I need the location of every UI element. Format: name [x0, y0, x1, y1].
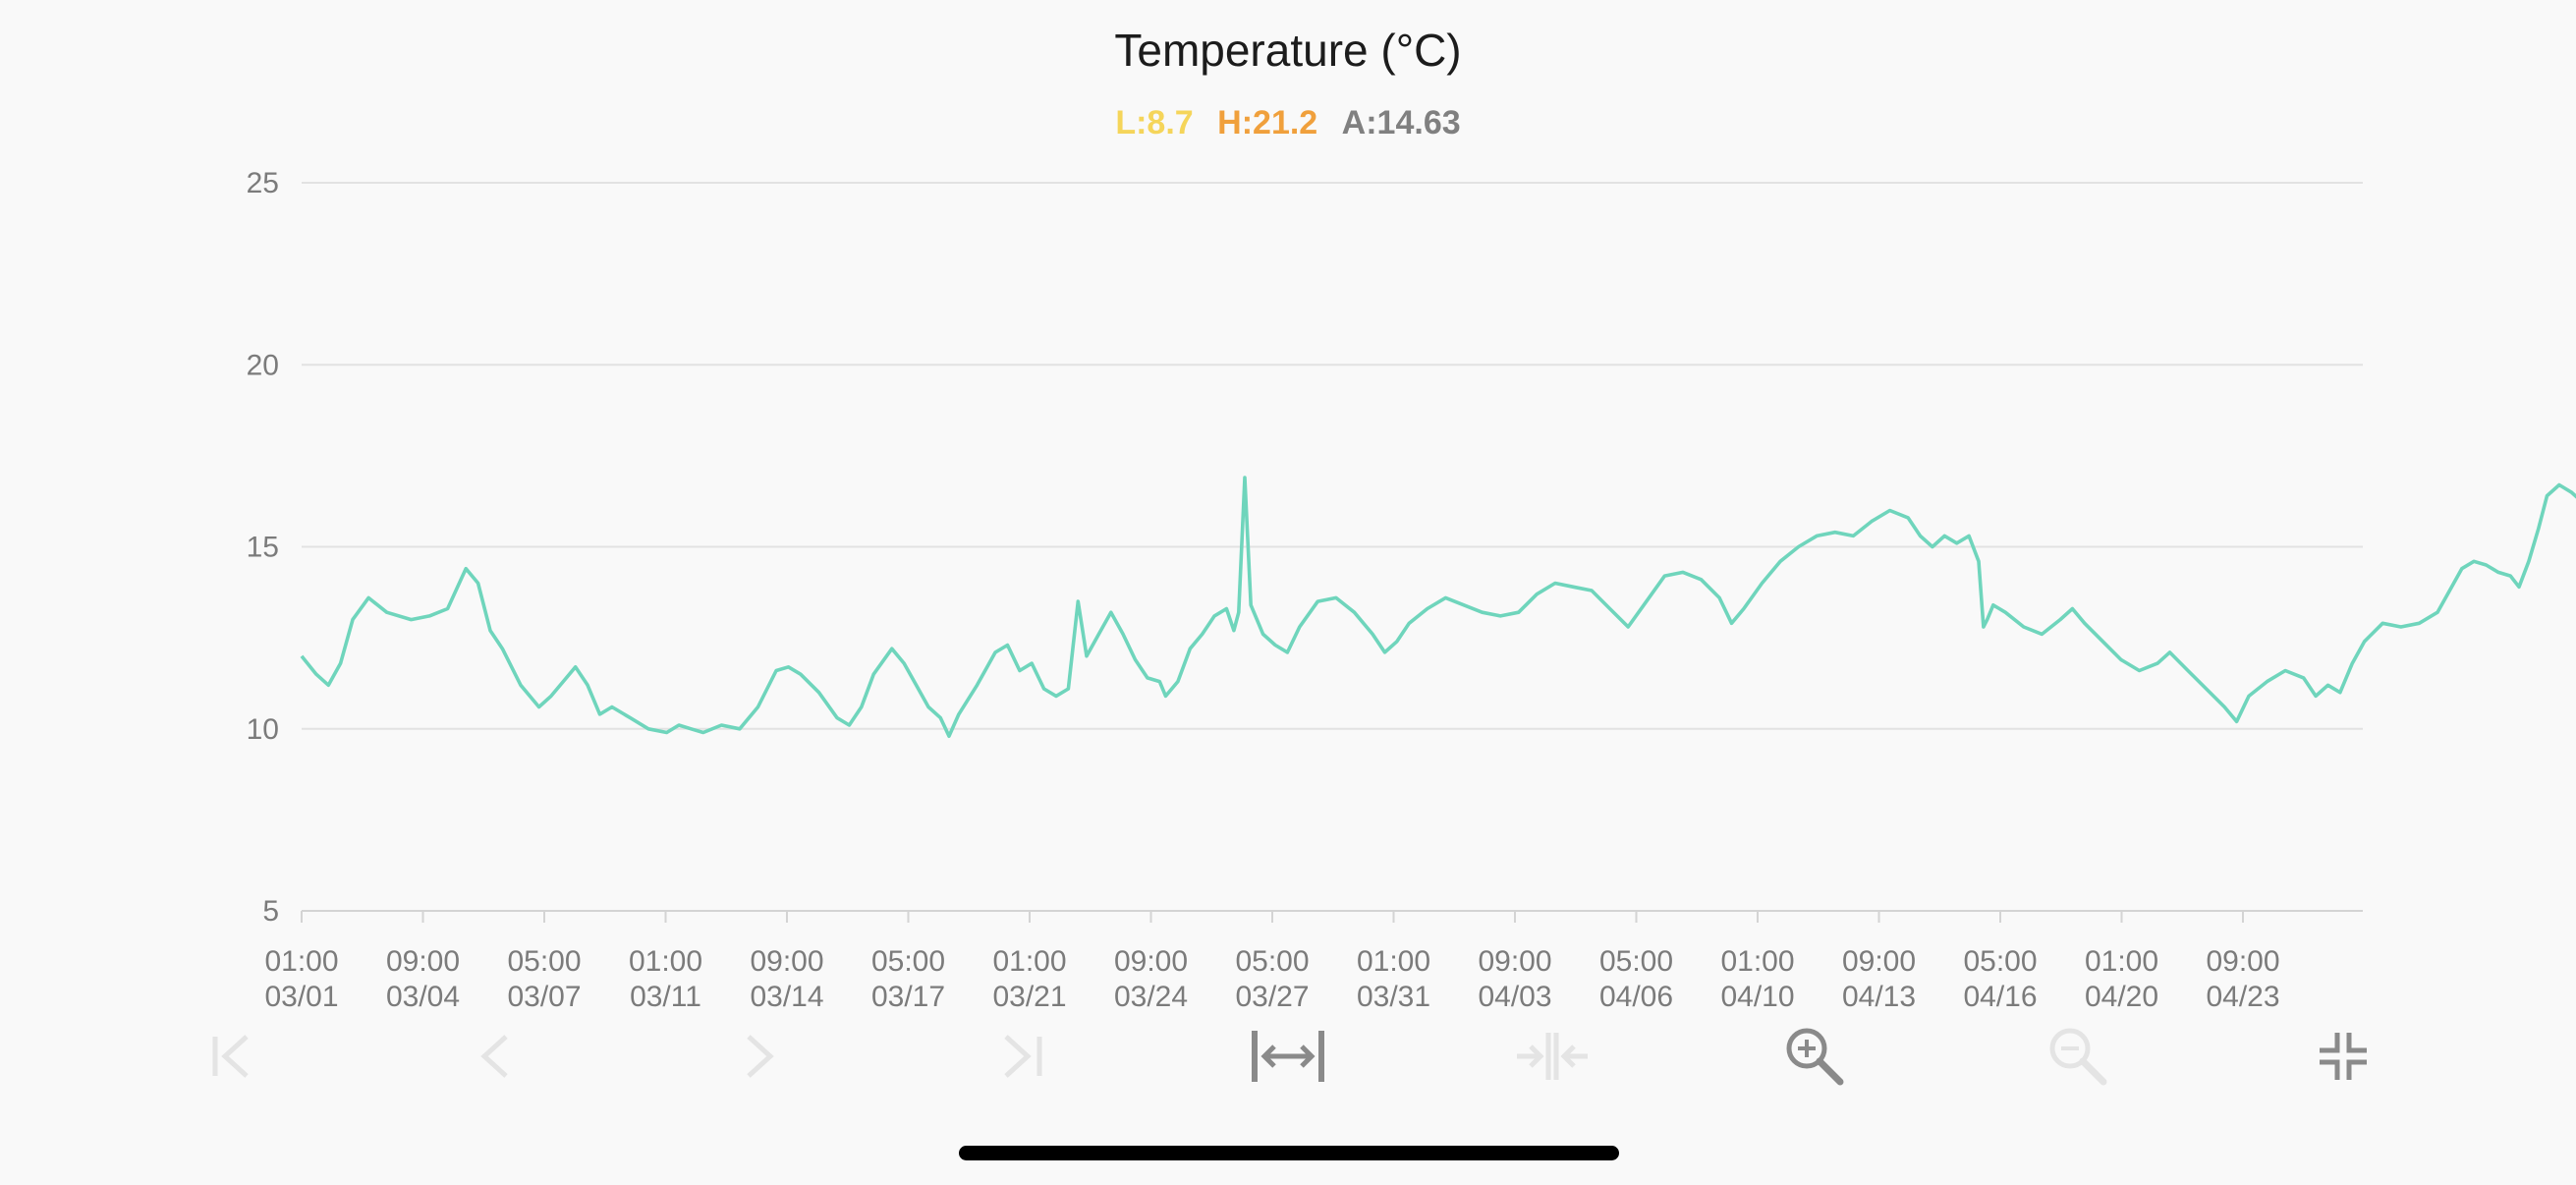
- x-tick-label-date: 04/03: [1478, 981, 1551, 1013]
- y-tick-label: 20: [247, 349, 279, 381]
- x-tick-label-time: 05:00: [1235, 945, 1309, 978]
- x-tick-label-time: 05:00: [871, 945, 945, 978]
- x-tick-label-time: 01:00: [1720, 945, 1794, 978]
- y-tick-label: 5: [262, 895, 279, 928]
- last-page-button[interactable]: [978, 1012, 1066, 1100]
- high-stat: H:21.2: [1217, 104, 1317, 141]
- zoom-out-icon: [2049, 1028, 2107, 1086]
- zoom-in-button[interactable]: [1770, 1012, 1859, 1100]
- x-tick-label-date: 03/11: [630, 981, 701, 1013]
- zoom-out-button[interactable]: [2034, 1012, 2122, 1100]
- next-page-button[interactable]: [714, 1012, 803, 1100]
- x-tick-label-date: 03/24: [1114, 981, 1188, 1013]
- x-tick-label-date: 03/17: [871, 981, 945, 1013]
- chart-toolbar: [0, 1012, 2576, 1100]
- chevron-left-icon: [480, 1035, 508, 1078]
- x-tick-label-date: 03/21: [992, 981, 1066, 1013]
- chevron-right-icon: [747, 1035, 774, 1078]
- x-tick-label-time: 01:00: [2085, 945, 2158, 978]
- x-tick-label-date: 04/10: [1720, 981, 1794, 1013]
- exit-fullscreen-button[interactable]: [2299, 1012, 2387, 1100]
- x-tick-label-date: 04/23: [2206, 981, 2279, 1013]
- grid-lines: [302, 182, 2363, 912]
- y-tick-label: 25: [247, 167, 279, 199]
- expand-horizontal-icon: [1252, 1031, 1324, 1082]
- low-stat: L:8.7: [1115, 104, 1193, 141]
- zoom-in-icon: [1786, 1028, 1844, 1086]
- y-tick-label: 15: [247, 532, 279, 564]
- skip-last-icon: [1004, 1035, 1042, 1078]
- x-tick-label-date: 03/27: [1235, 981, 1309, 1013]
- x-tick-label-date: 03/07: [507, 981, 581, 1013]
- skip-first-icon: [212, 1035, 249, 1078]
- compress-horizontal-icon: [1517, 1033, 1588, 1080]
- y-tick-label: 10: [247, 713, 279, 746]
- stats-line: L:8.7 H:21.2 A:14.63: [1115, 104, 1460, 141]
- x-tick-label-time: 01:00: [629, 945, 702, 978]
- x-tick-label-time: 09:00: [386, 945, 460, 978]
- temperature-series-line: [300, 476, 2576, 738]
- avg-stat: A:14.63: [1342, 104, 1461, 141]
- x-tick-label-date: 04/20: [2085, 981, 2158, 1013]
- x-tick-label-date: 03/14: [750, 981, 823, 1013]
- x-axis: 01:0003/0109:0003/0405:0003/0701:0003/11…: [264, 911, 2280, 1013]
- x-tick-label-time: 09:00: [750, 945, 823, 978]
- x-tick-label-date: 03/31: [1357, 981, 1430, 1013]
- x-tick-label-time: 09:00: [1478, 945, 1551, 978]
- home-indicator: [959, 1146, 1619, 1160]
- x-tick-label-time: 01:00: [264, 945, 338, 978]
- y-axis: 5 10 15 20 25: [247, 167, 279, 928]
- x-tick-label-date: 04/06: [1599, 981, 1673, 1013]
- x-tick-label-time: 09:00: [2206, 945, 2279, 978]
- x-tick-label-date: 04/16: [1963, 981, 2037, 1013]
- fit-width-button[interactable]: [1244, 1012, 1332, 1100]
- chart-title: Temperature (°C): [1114, 25, 1461, 76]
- x-tick-label-time: 09:00: [1114, 945, 1188, 978]
- x-tick-label-date: 03/01: [264, 981, 338, 1013]
- x-tick-label-time: 05:00: [1599, 945, 1673, 978]
- x-tick-label-date: 03/04: [386, 981, 460, 1013]
- x-tick-label-time: 01:00: [992, 945, 1066, 978]
- compress-width-button[interactable]: [1508, 1012, 1596, 1100]
- x-tick-label-time: 05:00: [1963, 945, 2037, 978]
- x-tick-label-time: 05:00: [507, 945, 581, 978]
- first-page-button[interactable]: [189, 1012, 277, 1100]
- x-tick-label-time: 09:00: [1842, 945, 1916, 978]
- x-tick-label-time: 01:00: [1357, 945, 1430, 978]
- prev-page-button[interactable]: [452, 1012, 540, 1100]
- x-tick-label-date: 04/13: [1842, 981, 1916, 1013]
- exit-fullscreen-icon: [2320, 1033, 2367, 1080]
